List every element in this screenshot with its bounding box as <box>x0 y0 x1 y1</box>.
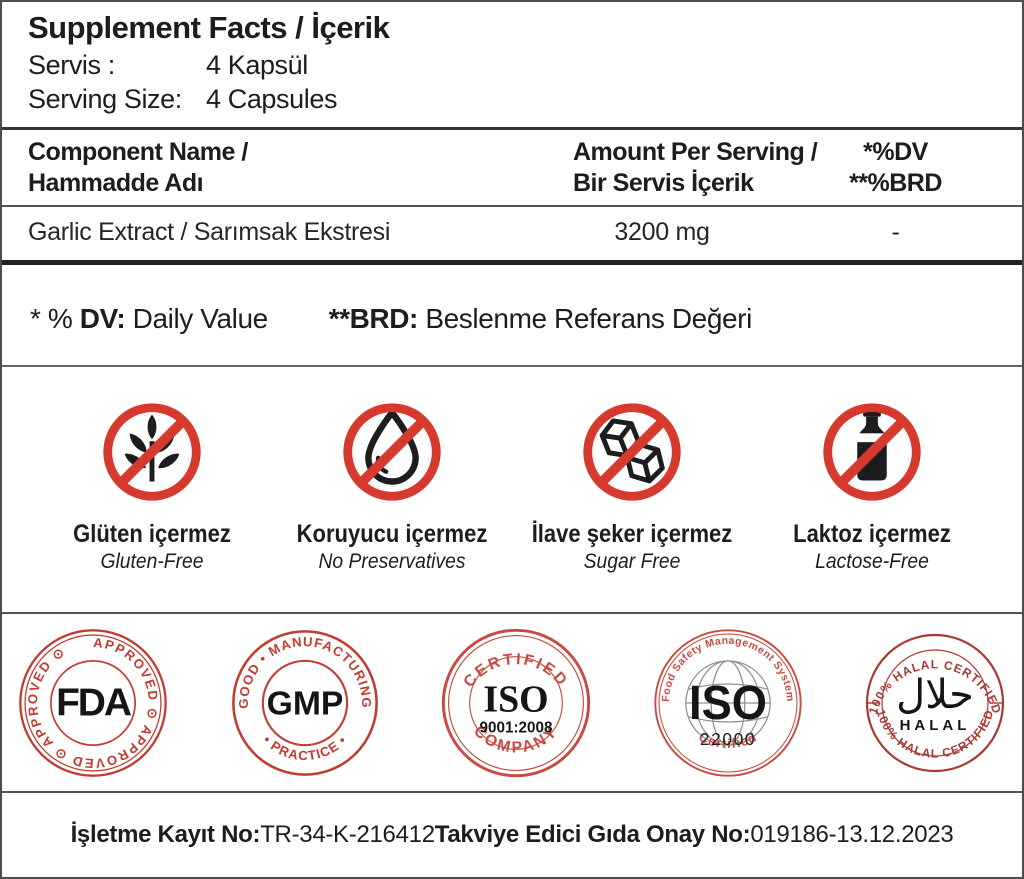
badge-center-arabic: حلال <box>896 672 974 718</box>
registration-label-1: İşletme Kayıt No: <box>70 820 261 848</box>
gmp-stamp: GOOD • MANUFACTURING • PRACTICE • GMP <box>231 629 378 776</box>
free-from-label-tr: Koruyucu içermez <box>296 520 488 548</box>
row-component: Garlic Extract / Sarımsak Ekstresi <box>28 218 391 246</box>
badge-arc-bottom: • PRACTICE • <box>260 732 350 763</box>
badge-center-text: FDA <box>56 681 132 724</box>
no-preservatives-icon <box>343 403 441 501</box>
free-from-label-en: Gluten-Free <box>100 550 204 573</box>
free-from-label-en: Sugar Free <box>583 550 681 573</box>
certification-badges: APPROVED ⊙ APPROVED ⊙ APPROVED ⊙ FDA GOO… <box>2 614 1022 793</box>
badge-arc-bottom: Certified <box>696 729 759 751</box>
free-from-item-lactose: Laktoz içermez Lactose-Free <box>752 393 992 612</box>
registration-value-1: TR-34-K-216412 <box>260 820 435 848</box>
dv-column-header: *%DV **%BRD <box>777 137 1022 205</box>
free-from-item-gluten: Glüten içermez Gluten-Free <box>32 393 272 612</box>
facts-title: Supplement Facts / İçerik <box>28 10 390 45</box>
dv-header-line1: *%DV <box>863 138 928 166</box>
serving-row-tr: Servis : 4 Kapsül <box>28 48 998 82</box>
free-from-label-tr: Glüten içermez <box>73 520 231 548</box>
registration-label-2: Takviye Edici Gıda Onay No: <box>434 820 751 848</box>
free-from-label-tr: Laktoz içermez <box>793 520 951 548</box>
serving-size-value: 4 Capsules <box>206 84 338 114</box>
badge-center-halal: HALAL <box>900 717 971 734</box>
free-from-section: Glüten içermez Gluten-Free Koruyucu içer… <box>2 367 1022 614</box>
free-from-item-preservatives: Koruyucu içermez No Preservatives <box>272 393 512 612</box>
serving-value: 4 Kapsül <box>206 50 308 80</box>
no-added-sugar-icon <box>583 403 681 501</box>
component-column-header: Component Name / Hammadde Adı <box>2 137 547 205</box>
free-from-item-sugar: İlave şeker içermez Sugar Free <box>512 393 752 612</box>
fda-approved-stamp: APPROVED ⊙ APPROVED ⊙ APPROVED ⊙ FDA <box>19 628 167 777</box>
iso-22000-stamp: Food Safety Management System Certified … <box>653 628 802 777</box>
halal-stamp: 100% HALAL CERTIFIED 100% HALAL CERTIFIE… <box>866 633 1005 772</box>
serving-label: Servis : <box>28 50 115 80</box>
registration-value-2: 019186-13.12.2023 <box>750 820 954 848</box>
dv-value: Daily Value <box>132 303 269 334</box>
no-lactose-icon <box>823 403 921 501</box>
brd-value: Beslenme Referans Değeri <box>425 303 752 334</box>
amount-header-line2: Bir Servis İçerik <box>573 169 754 197</box>
row-dv: - <box>891 218 900 246</box>
badge-center-iso: ISO <box>689 675 767 729</box>
nutrition-table-header: Component Name / Hammadde Adı Amount Per… <box>2 130 1022 207</box>
serving-row-en: Serving Size: 4 Capsules <box>28 82 998 116</box>
amount-header-line1: Amount Per Serving / <box>573 138 818 166</box>
no-gluten-icon <box>103 403 201 501</box>
dv-footnote: * % DV: Daily Value **BRD: Beslenme Refe… <box>2 265 1022 367</box>
component-header-line2: Hammadde Adı <box>28 169 204 197</box>
brd-key: **BRD: <box>328 303 419 334</box>
serving-size-label: Serving Size: <box>28 84 182 114</box>
amount-column-header: Amount Per Serving / Bir Servis İçerik <box>547 137 818 205</box>
dv-header-line2: **%BRD <box>849 169 942 197</box>
badge-center-iso: ISO <box>483 678 548 720</box>
badge-center-text: GMP <box>266 684 343 722</box>
registration-line: İşletme Kayıt No: TR-34-K-216412 Takviye… <box>2 793 1022 876</box>
badge-center-number: 9001:2008 <box>479 719 553 736</box>
dv-key: DV: <box>79 303 126 334</box>
row-amount: 3200 mg <box>614 218 710 246</box>
dv-prefix: * % <box>30 303 73 334</box>
free-from-label-tr: İlave şeker içermez <box>531 520 733 548</box>
component-header-line1: Component Name / <box>28 138 248 166</box>
header-section: Supplement Facts / İçerik Servis : 4 Kap… <box>2 2 1022 130</box>
table-row: Garlic Extract / Sarımsak Ekstresi 3200 … <box>2 207 1022 265</box>
iso-9001-stamp: CERTIFIED COMPANY ISO 9001:2008 <box>441 628 591 777</box>
globe-icon <box>684 659 771 746</box>
free-from-label-en: No Preservatives <box>318 550 466 573</box>
badge-center-number: 22000 <box>699 729 755 749</box>
free-from-label-en: Lactose-Free <box>815 550 929 573</box>
